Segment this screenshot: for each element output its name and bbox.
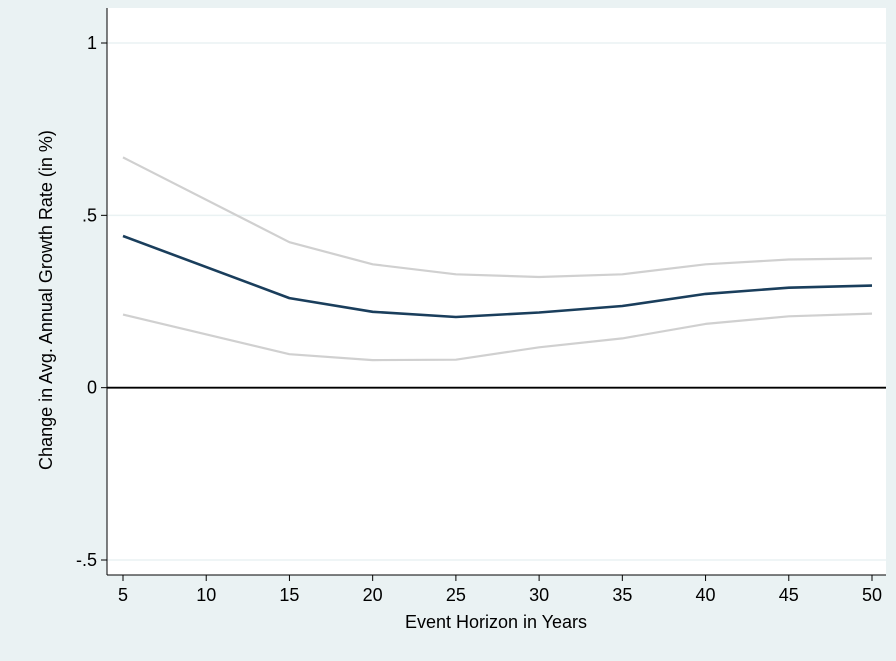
y-tick-label: -.5 xyxy=(76,550,97,570)
x-tick-label: 5 xyxy=(118,585,128,605)
y-tick-label: 0 xyxy=(87,378,97,398)
x-tick-label: 50 xyxy=(862,585,882,605)
x-tick-label: 20 xyxy=(363,585,383,605)
axes xyxy=(106,8,886,576)
x-tick-label: 35 xyxy=(612,585,632,605)
x-axis-title: Event Horizon in Years xyxy=(405,612,587,632)
x-tick-label: 10 xyxy=(196,585,216,605)
y-axis-ticks: -.5 0 .5 1 xyxy=(76,33,107,570)
series-line-estimate xyxy=(122,234,873,319)
y-tick-label: .5 xyxy=(82,205,97,225)
x-axis-ticks: 5 10 15 20 25 30 35 40 45 50 xyxy=(118,575,882,605)
x-tick-label: 30 xyxy=(529,585,549,605)
x-tick-label: 45 xyxy=(779,585,799,605)
plot-area xyxy=(107,8,886,575)
x-tick-label: 40 xyxy=(696,585,716,605)
y-axis-title: Change in Avg. Annual Growth Rate (in %) xyxy=(36,130,56,470)
x-tick-label: 15 xyxy=(279,585,299,605)
series-line-lower xyxy=(122,312,873,362)
series-lines xyxy=(122,156,873,362)
y-tick-label: 1 xyxy=(87,33,97,53)
x-tick-label: 25 xyxy=(446,585,466,605)
series-line-upper xyxy=(122,156,873,279)
